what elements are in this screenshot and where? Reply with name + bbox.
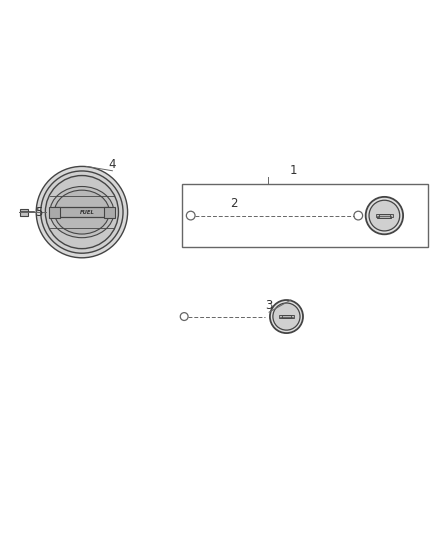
Circle shape [369,200,400,231]
Bar [53,207,110,217]
Circle shape [36,166,127,258]
Circle shape [270,300,303,333]
Circle shape [366,197,403,235]
Bar [280,314,293,318]
Circle shape [273,303,300,330]
Text: 4: 4 [109,158,116,171]
Text: 2: 2 [230,197,238,210]
Bar [20,208,28,215]
Bar [49,207,60,217]
Bar [104,207,115,217]
Text: 1: 1 [289,164,297,177]
Bar [389,214,393,217]
Circle shape [41,171,123,253]
Text: FUEL: FUEL [80,209,95,215]
Text: 5: 5 [35,206,42,219]
Bar [291,315,294,318]
Bar [182,184,428,247]
Bar [378,214,392,217]
Text: 3: 3 [265,299,273,312]
Ellipse shape [54,190,110,234]
Circle shape [46,175,118,249]
Bar [279,315,282,318]
Ellipse shape [50,187,114,238]
Bar [375,214,379,217]
